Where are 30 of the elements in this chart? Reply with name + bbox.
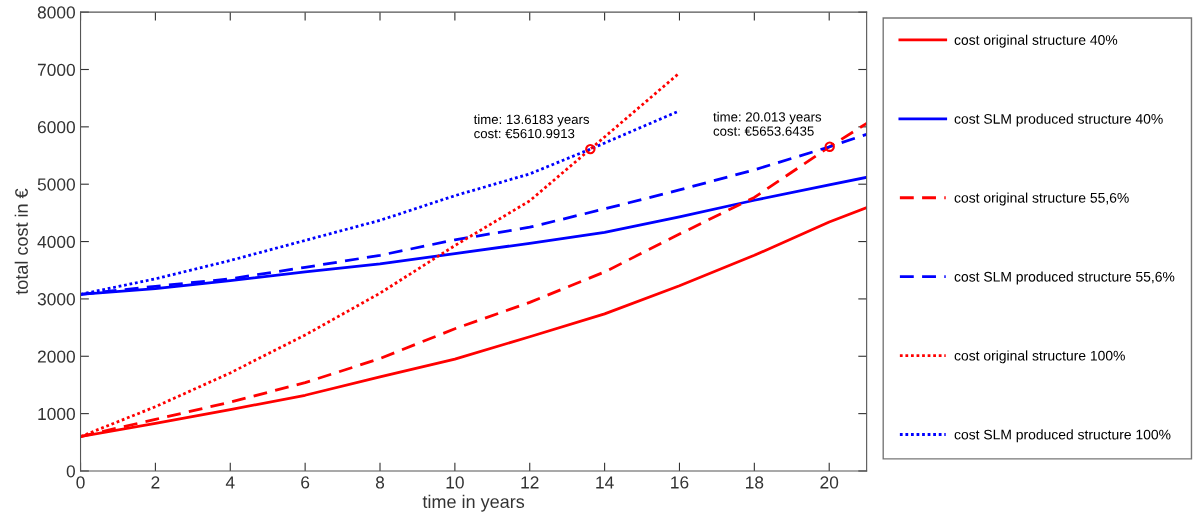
annotation: time: 20.013 years cost: €5653.6435: [713, 111, 822, 136]
y-axis-title: total cost in €: [14, 188, 28, 295]
y-tick-label: 3000: [37, 293, 75, 306]
annotation: time: 13.6183 years cost: €5610.9913: [473, 114, 590, 139]
y-tick-label: 4000: [37, 235, 75, 249]
x-tick-label: 2: [151, 476, 160, 489]
x-tick-label: 14: [596, 476, 614, 489]
x-axis-title: time in years: [422, 494, 525, 512]
legend-label: cost original structure 100%: [954, 350, 1125, 364]
x-tick-label: 8: [375, 476, 385, 489]
legend-label: cost original structure 40%: [954, 34, 1118, 48]
legend-label: cost SLM produced structure 40%: [954, 113, 1163, 127]
x-tick-label: 12: [521, 476, 539, 489]
x-tick-label: 4: [225, 476, 235, 489]
y-tick-label: 6000: [37, 121, 75, 134]
x-tick-label: 18: [746, 476, 764, 489]
legend-label: cost SLM produced structure 100%: [954, 429, 1171, 443]
y-tick-label: 7000: [37, 63, 75, 76]
x-tick-label: 16: [671, 476, 689, 489]
x-tick-label: 6: [301, 476, 310, 489]
y-tick-label: 8000: [37, 6, 75, 19]
x-tick-label: 20: [820, 476, 839, 489]
legend-label: cost SLM produced structure 55,6%: [954, 271, 1175, 285]
legend-label: cost original structure 55,6%: [954, 192, 1129, 206]
y-tick-label: 0: [66, 465, 75, 478]
x-tick-label: 10: [446, 476, 464, 489]
x-tick-label: 0: [76, 476, 85, 489]
y-tick-label: 2000: [37, 350, 75, 363]
y-tick-label: 5000: [37, 178, 75, 191]
y-tick-label: 1000: [38, 407, 75, 421]
